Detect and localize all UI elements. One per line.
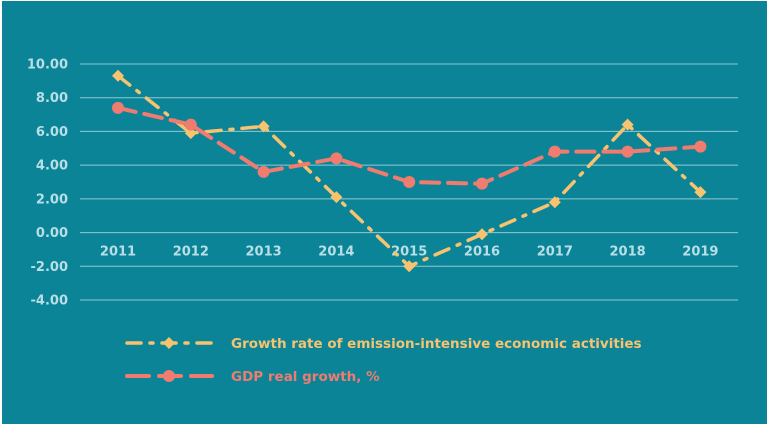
y-axis-ticks: 10.00 8.00 6.00 4.00 2.00 0.00 -2.00 -4.00 — [27, 58, 68, 309]
y-tick-label: 0.00 — [36, 226, 68, 241]
y-tick-label: 8.00 — [36, 91, 68, 106]
data-point-gdp — [330, 152, 343, 165]
x-tick-label: 2012 — [173, 245, 209, 260]
data-point-gdp — [694, 140, 707, 153]
legend-label-emission: Growth rate of emission-intensive econom… — [231, 336, 642, 352]
data-point-gdp — [476, 177, 488, 190]
data-point-gdp — [184, 118, 197, 131]
x-tick-label: 2011 — [100, 245, 136, 260]
data-point-gdp — [112, 101, 124, 114]
x-tick-label: 2015 — [391, 245, 427, 260]
y-tick-label: -2.00 — [31, 260, 68, 275]
series-line-emission — [116, 74, 703, 269]
x-axis-ticks: 2011 2012 2013 2014 2015 2016 2017 2018 2019 — [100, 245, 719, 260]
y-tick-label: 4.00 — [36, 159, 68, 174]
series-line-gdp — [116, 105, 703, 186]
legend: Growth rate of emission-intensive econom… — [125, 336, 642, 385]
y-tick-label: 2.00 — [36, 192, 68, 207]
x-tick-label: 2018 — [610, 245, 646, 260]
x-tick-label: 2013 — [246, 245, 282, 260]
x-tick-label: 2019 — [682, 245, 718, 260]
x-tick-label: 2014 — [318, 245, 354, 260]
data-point-emission — [403, 260, 416, 273]
y-tick-label: -4.00 — [31, 294, 68, 309]
data-point-emission — [330, 191, 343, 204]
data-point-emission — [257, 120, 270, 133]
x-tick-label: 2017 — [537, 245, 573, 260]
data-point-gdp — [621, 145, 634, 158]
data-point-emission — [112, 69, 124, 82]
data-point-emission — [694, 186, 707, 199]
data-point-emission — [184, 127, 197, 140]
y-tick-label: 6.00 — [36, 125, 68, 140]
x-tick-label: 2016 — [464, 245, 500, 260]
legend-marker-emission — [163, 337, 175, 349]
legend-label-gdp: GDP real growth, % — [231, 369, 380, 385]
y-tick-label: 10.00 — [27, 58, 68, 73]
data-point-emission — [548, 196, 561, 209]
legend-marker-gdp — [163, 370, 175, 382]
data-point-emission — [621, 118, 634, 131]
data-point-emission — [476, 228, 488, 241]
legend-item-emission: Growth rate of emission-intensive econom… — [125, 336, 642, 352]
data-point-gdp — [548, 145, 561, 158]
series-group — [112, 69, 707, 273]
data-point-gdp — [257, 165, 270, 178]
legend-item-gdp: GDP real growth, % — [125, 369, 380, 385]
data-point-gdp — [403, 176, 416, 188]
